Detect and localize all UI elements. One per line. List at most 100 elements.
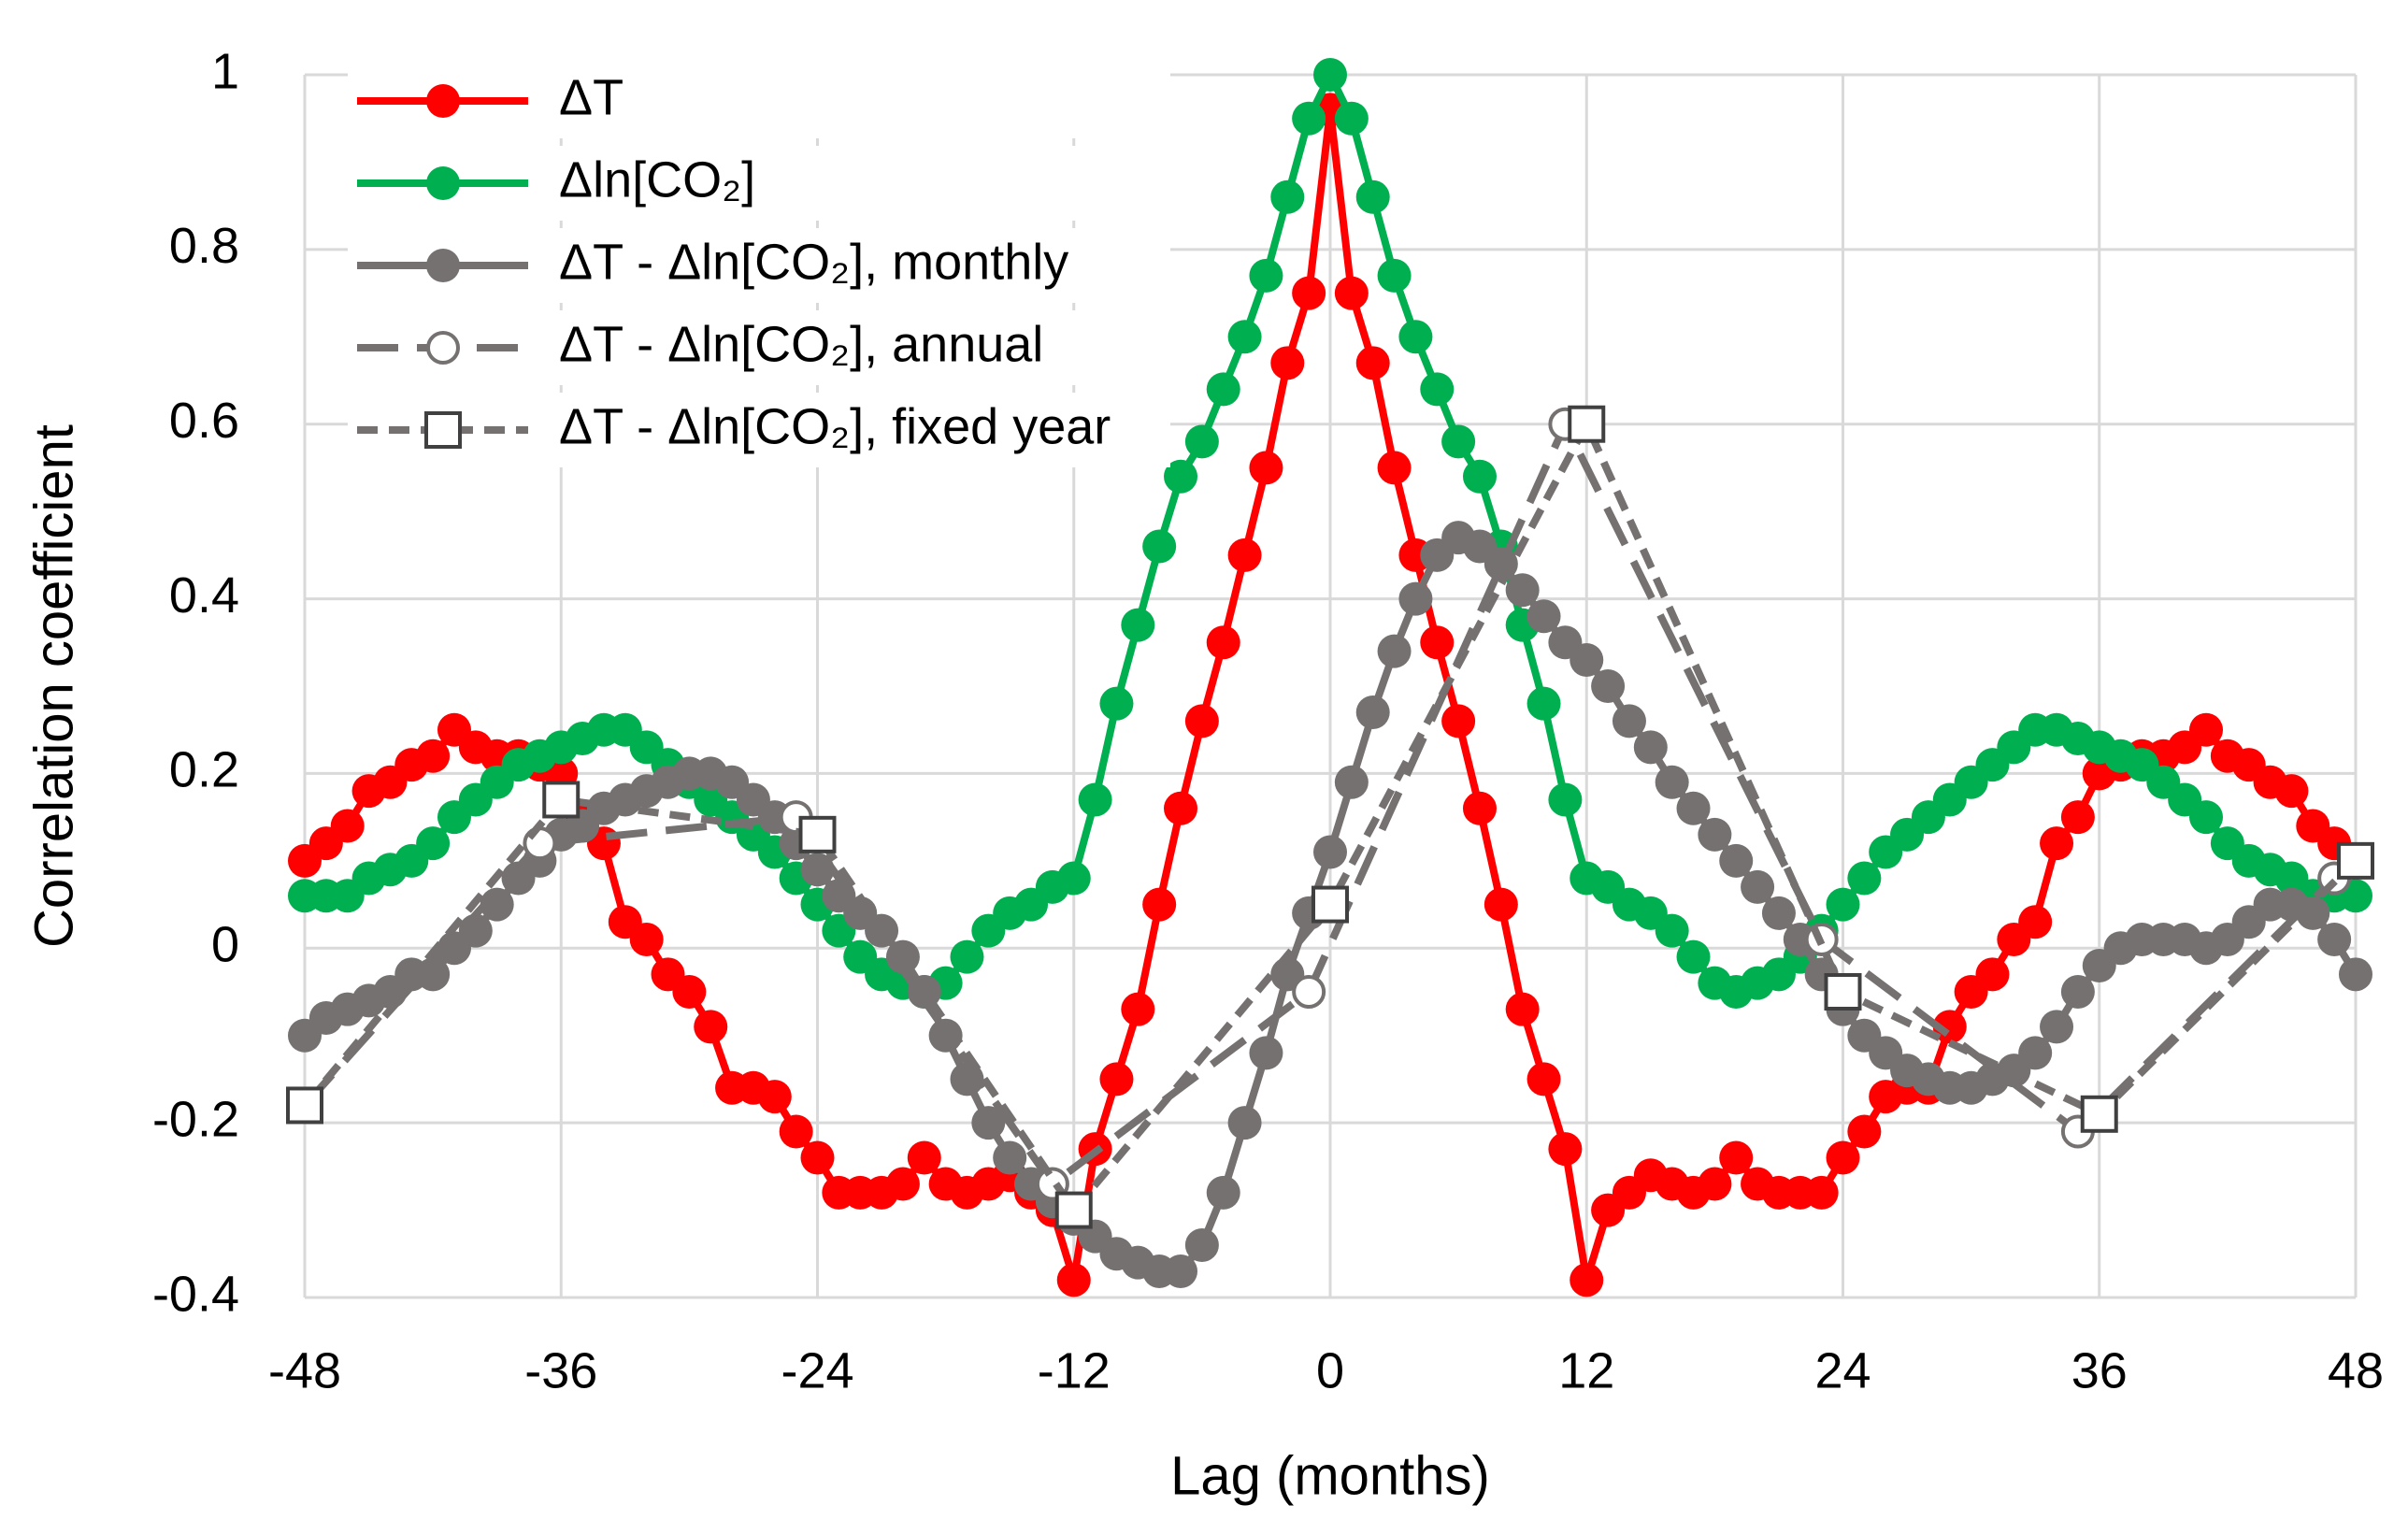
marker bbox=[1484, 887, 1518, 922]
legend-marker bbox=[426, 249, 460, 282]
marker bbox=[950, 939, 984, 974]
marker bbox=[1164, 459, 1198, 494]
legend-marker bbox=[424, 411, 462, 449]
marker bbox=[1441, 424, 1476, 459]
marker bbox=[1719, 843, 1754, 878]
marker bbox=[1398, 320, 1433, 354]
marker bbox=[800, 1140, 835, 1175]
marker bbox=[542, 781, 580, 819]
marker bbox=[1633, 730, 1668, 765]
marker bbox=[907, 1140, 941, 1175]
x-tick-label: 12 bbox=[1558, 1342, 1614, 1398]
marker bbox=[2274, 774, 2309, 809]
marker bbox=[2189, 800, 2224, 835]
marker bbox=[2317, 922, 2352, 956]
marker bbox=[1292, 101, 1326, 136]
marker bbox=[1355, 179, 1390, 214]
marker bbox=[1292, 975, 1326, 1009]
marker bbox=[1121, 608, 1155, 642]
marker bbox=[779, 1114, 813, 1149]
marker bbox=[1398, 581, 1433, 616]
marker bbox=[1975, 957, 2010, 992]
marker bbox=[885, 1167, 920, 1201]
marker bbox=[1548, 1132, 1583, 1167]
marker bbox=[1420, 372, 1455, 407]
marker bbox=[1184, 1227, 1219, 1262]
marker bbox=[2189, 712, 2224, 747]
y-tick-label: 0.6 bbox=[169, 393, 239, 449]
marker bbox=[416, 957, 451, 992]
marker bbox=[2040, 1010, 2074, 1044]
marker bbox=[1932, 1010, 1967, 1044]
marker bbox=[1078, 782, 1112, 817]
marker bbox=[1462, 459, 1497, 494]
y-tick-label: -0.2 bbox=[152, 1091, 239, 1147]
marker bbox=[1570, 1263, 1604, 1297]
marker bbox=[1227, 1106, 1262, 1140]
x-tick-label: 48 bbox=[2328, 1342, 2384, 1398]
legend-label: ΔT - Δln[CO₂], fixed year bbox=[559, 398, 1111, 454]
marker bbox=[757, 1080, 792, 1114]
legend-marker bbox=[426, 166, 460, 200]
marker bbox=[1698, 817, 1732, 852]
marker bbox=[1420, 625, 1455, 660]
y-tick-label: 0.4 bbox=[169, 567, 239, 624]
marker bbox=[1377, 258, 1412, 293]
marker bbox=[1655, 913, 1689, 948]
marker bbox=[330, 809, 365, 843]
marker bbox=[1206, 1175, 1240, 1210]
marker bbox=[1121, 992, 1155, 1026]
marker bbox=[1505, 992, 1540, 1026]
marker bbox=[1847, 861, 1882, 896]
marker bbox=[1612, 704, 1646, 738]
marker bbox=[1655, 765, 1689, 799]
marker bbox=[416, 826, 451, 861]
marker bbox=[1313, 835, 1347, 869]
marker bbox=[1526, 686, 1561, 721]
marker bbox=[1355, 346, 1390, 380]
marker bbox=[694, 1010, 728, 1044]
marker bbox=[1056, 861, 1091, 896]
marker bbox=[2339, 957, 2372, 992]
x-tick-label: 0 bbox=[1316, 1342, 1344, 1398]
marker bbox=[1505, 573, 1540, 608]
marker bbox=[2337, 841, 2374, 880]
marker bbox=[1526, 599, 1561, 634]
marker bbox=[1441, 704, 1476, 738]
marker bbox=[2080, 1095, 2118, 1133]
marker bbox=[629, 922, 664, 956]
marker bbox=[1462, 791, 1497, 825]
marker bbox=[1334, 276, 1369, 310]
marker bbox=[1206, 372, 1240, 407]
marker bbox=[1056, 1263, 1091, 1297]
marker bbox=[1847, 1114, 1882, 1149]
marker bbox=[1676, 791, 1711, 825]
marker bbox=[971, 1106, 1006, 1140]
x-axis-title: Lag (months) bbox=[1170, 1445, 1490, 1506]
marker bbox=[1184, 704, 1219, 738]
marker bbox=[1099, 686, 1134, 721]
marker bbox=[1227, 538, 1262, 572]
x-tick-label: -12 bbox=[1038, 1342, 1111, 1398]
marker bbox=[1591, 669, 1626, 703]
marker bbox=[2018, 1036, 2053, 1070]
marker bbox=[2060, 800, 2095, 835]
x-tick-label: -36 bbox=[524, 1342, 597, 1398]
y-tick-label: 0.2 bbox=[169, 742, 239, 798]
marker bbox=[1227, 320, 1262, 354]
legend-label: ΔT bbox=[559, 69, 624, 125]
marker bbox=[1570, 642, 1604, 677]
marker bbox=[1824, 973, 1862, 1011]
marker bbox=[798, 815, 837, 853]
marker bbox=[1249, 451, 1283, 485]
marker bbox=[1164, 1254, 1198, 1288]
x-tick-label: -48 bbox=[268, 1342, 341, 1398]
marker bbox=[1804, 1175, 1839, 1210]
marker bbox=[993, 1140, 1027, 1175]
marker bbox=[1698, 1167, 1732, 1201]
marker bbox=[1313, 58, 1347, 92]
legend-marker bbox=[426, 331, 460, 365]
marker bbox=[1334, 101, 1369, 136]
marker bbox=[1184, 424, 1219, 459]
